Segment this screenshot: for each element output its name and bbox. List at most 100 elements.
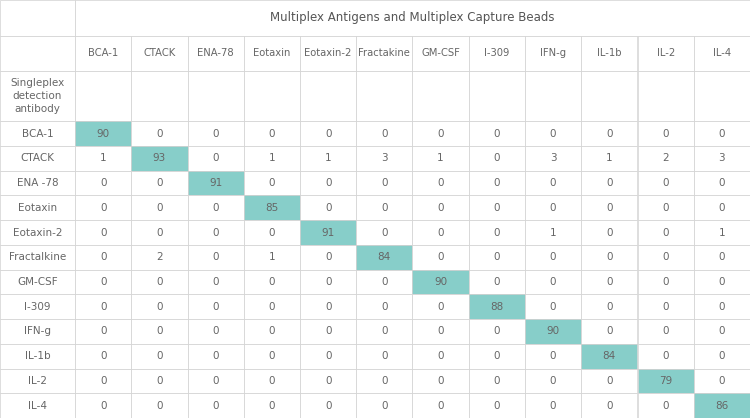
Bar: [581, 146, 638, 171]
Bar: [413, 294, 469, 319]
Bar: [694, 270, 750, 294]
Text: 0: 0: [606, 302, 613, 312]
Text: 0: 0: [156, 129, 163, 139]
Bar: [0, 0, 75, 36]
Bar: [694, 121, 750, 146]
Bar: [469, 121, 525, 146]
Bar: [694, 369, 750, 393]
Text: IL-1b: IL-1b: [597, 48, 622, 58]
Bar: [581, 319, 638, 344]
Text: 0: 0: [100, 178, 106, 188]
Text: 1: 1: [325, 153, 332, 163]
Text: IL-2: IL-2: [28, 376, 47, 386]
Bar: [413, 171, 469, 195]
Bar: [244, 195, 300, 220]
Bar: [525, 121, 581, 146]
Text: Eotaxin: Eotaxin: [18, 203, 57, 213]
Bar: [694, 171, 750, 195]
Bar: [356, 146, 413, 171]
Bar: [525, 344, 581, 369]
Bar: [638, 71, 694, 121]
Bar: [581, 171, 638, 195]
Text: 0: 0: [437, 178, 444, 188]
Text: 3: 3: [381, 153, 388, 163]
Text: 0: 0: [718, 252, 725, 262]
Text: 0: 0: [718, 376, 725, 386]
Bar: [0, 319, 75, 344]
Text: 0: 0: [606, 178, 613, 188]
Text: 0: 0: [381, 227, 388, 237]
Text: 0: 0: [100, 351, 106, 361]
Bar: [188, 319, 244, 344]
Bar: [75, 294, 131, 319]
Text: 0: 0: [325, 302, 332, 312]
Text: Singleplex
detection
antibody: Singleplex detection antibody: [10, 78, 64, 115]
Bar: [244, 146, 300, 171]
Bar: [131, 121, 188, 146]
Bar: [244, 344, 300, 369]
Bar: [300, 245, 356, 270]
Bar: [469, 195, 525, 220]
Text: 0: 0: [268, 351, 275, 361]
Text: 0: 0: [268, 129, 275, 139]
Bar: [638, 270, 694, 294]
Bar: [525, 319, 581, 344]
Text: 0: 0: [156, 277, 163, 287]
Text: Eotaxin-2: Eotaxin-2: [304, 48, 352, 58]
Bar: [300, 36, 356, 71]
Bar: [188, 171, 244, 195]
Text: 0: 0: [381, 302, 388, 312]
Text: 0: 0: [212, 376, 219, 386]
Bar: [131, 171, 188, 195]
Text: 0: 0: [212, 203, 219, 213]
Bar: [469, 171, 525, 195]
Bar: [244, 121, 300, 146]
Text: Multiplex Antigens and Multiplex Capture Beads: Multiplex Antigens and Multiplex Capture…: [270, 11, 555, 24]
Text: IFN-g: IFN-g: [540, 48, 566, 58]
Text: 1: 1: [268, 252, 275, 262]
Bar: [0, 146, 75, 171]
Text: Eotaxin-2: Eotaxin-2: [13, 227, 62, 237]
Bar: [356, 121, 413, 146]
Bar: [638, 245, 694, 270]
Bar: [244, 36, 300, 71]
Bar: [0, 121, 75, 146]
Bar: [469, 294, 525, 319]
Bar: [581, 121, 638, 146]
Bar: [694, 146, 750, 171]
Text: 1: 1: [606, 153, 613, 163]
Text: 0: 0: [381, 178, 388, 188]
Bar: [300, 220, 356, 245]
Bar: [694, 71, 750, 121]
Text: 0: 0: [606, 400, 613, 410]
Bar: [694, 294, 750, 319]
Bar: [0, 195, 75, 220]
Text: Fractalkine: Fractalkine: [9, 252, 66, 262]
Text: 0: 0: [437, 400, 444, 410]
Text: 0: 0: [494, 376, 500, 386]
Text: 0: 0: [212, 351, 219, 361]
Bar: [188, 121, 244, 146]
Bar: [694, 220, 750, 245]
Text: 0: 0: [437, 203, 444, 213]
Text: 0: 0: [494, 351, 500, 361]
Bar: [75, 121, 131, 146]
Text: 0: 0: [662, 302, 669, 312]
Bar: [0, 245, 75, 270]
Bar: [356, 220, 413, 245]
Text: 0: 0: [662, 326, 669, 336]
Text: 1: 1: [550, 227, 556, 237]
Text: 0: 0: [550, 376, 556, 386]
Bar: [300, 344, 356, 369]
Text: 0: 0: [212, 153, 219, 163]
Text: 0: 0: [437, 326, 444, 336]
Bar: [356, 294, 413, 319]
Text: 0: 0: [325, 351, 332, 361]
Text: ENA-78: ENA-78: [197, 48, 234, 58]
Text: 0: 0: [662, 178, 669, 188]
Bar: [0, 171, 75, 195]
Text: 0: 0: [718, 178, 725, 188]
Bar: [131, 71, 188, 121]
Bar: [525, 270, 581, 294]
Text: 93: 93: [153, 153, 166, 163]
